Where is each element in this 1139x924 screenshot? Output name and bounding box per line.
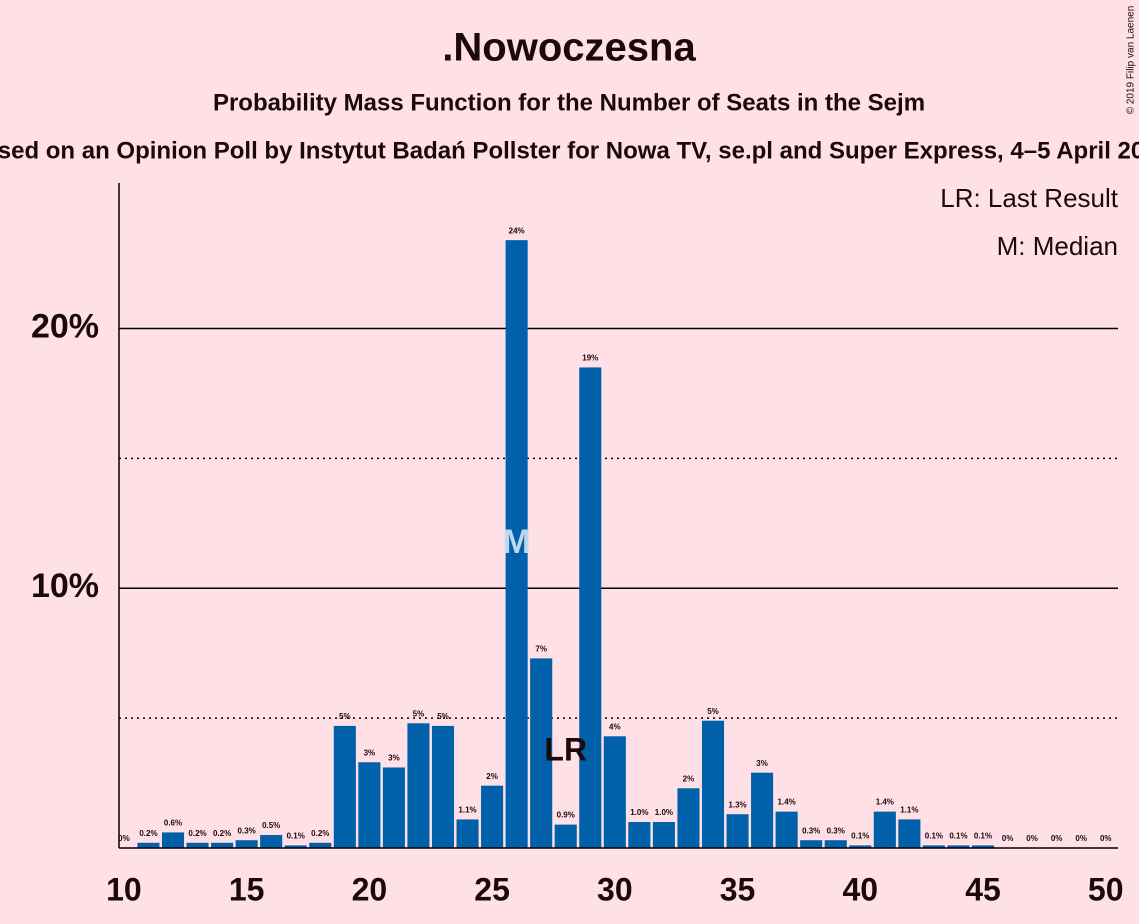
value-label: 0.1% [287,832,305,841]
bar [603,736,626,848]
chart-subtitle: Based on an Opinion Poll by Instytut Bad… [0,137,1139,164]
value-label: 0.2% [311,829,329,838]
bar [849,845,872,848]
value-label: 0.3% [827,826,845,835]
bar [530,658,553,848]
value-label: 0% [118,834,130,843]
value-label: 5% [339,712,351,721]
value-label: 2% [683,774,695,783]
bar [137,842,160,848]
bar [554,824,577,848]
value-label: 0.1% [974,832,992,841]
bar [235,840,258,848]
bar [358,762,381,848]
bar [947,845,970,848]
value-label: 0.3% [238,826,256,835]
value-label: 5% [437,712,449,721]
value-label: 0% [1075,834,1087,843]
bar [260,835,283,848]
value-label: 19% [582,354,598,363]
value-label: 3% [756,759,768,768]
bar [579,367,602,848]
bar [751,772,774,848]
bar [628,822,651,848]
x-tick-label: 10 [106,871,142,907]
value-label: 0.2% [139,829,157,838]
y-tick-label: 10% [31,567,99,605]
value-label: 5% [707,707,719,716]
value-label: 1.4% [778,798,796,807]
value-label: 0% [1002,834,1014,843]
value-label: 0.9% [557,811,575,820]
value-label: 0.1% [949,832,967,841]
value-label: 1.1% [900,806,918,815]
bar [775,811,798,848]
bar [309,842,332,848]
value-label: 0.1% [851,832,869,841]
value-label: 0.6% [164,819,182,828]
value-label: 1.1% [458,806,476,815]
bar [456,819,479,848]
copyright: © 2019 Filip van Laenen [1126,6,1137,115]
value-label: 4% [609,722,621,731]
x-tick-label: 15 [229,871,265,907]
x-tick-label: 25 [474,871,510,907]
value-label: 0% [1051,834,1063,843]
y-tick-label: 20% [31,307,99,345]
value-label: 0% [1100,834,1112,843]
legend-entry: LR: Last Result [940,183,1119,213]
x-tick-label: 35 [720,871,756,907]
x-tick-label: 30 [597,871,633,907]
bar [382,767,405,848]
value-label: 0.3% [802,826,820,835]
x-tick-label: 45 [965,871,1001,907]
bar [333,725,356,848]
x-tick-label: 40 [842,871,878,907]
bar [677,788,700,848]
legend-entry: M: Median [997,231,1118,261]
value-label: 2% [486,772,498,781]
value-label: 0.5% [262,821,280,830]
bar [505,240,528,848]
last-result-marker: LR [544,731,587,767]
bar [284,845,307,848]
value-label: 7% [535,644,547,653]
median-marker: M [502,523,530,561]
value-label: 1.0% [630,808,648,817]
bar [824,840,847,848]
value-label: 0.2% [188,829,206,838]
bar [971,845,995,848]
x-tick-label: 20 [352,871,388,907]
value-label: 0% [1026,834,1038,843]
bar [726,814,749,848]
bar [898,819,921,848]
x-tick-label: 50 [1088,871,1124,907]
value-label: 3% [388,754,400,763]
bar [407,723,430,848]
bar [873,811,896,848]
value-label: 1.3% [728,800,746,809]
value-label: 5% [413,709,425,718]
value-label: 1.0% [655,808,673,817]
bar [161,832,185,848]
bar [800,840,823,848]
bar [481,785,504,848]
bar [652,822,675,848]
bar [186,842,209,848]
bar [922,845,945,848]
value-label: 0.2% [213,829,231,838]
bar [211,842,234,848]
chart-title: .Nowoczesna [442,26,696,70]
bar [701,720,725,848]
value-label: 1.4% [876,798,894,807]
chart-subtitle: Probability Mass Function for the Number… [213,89,925,116]
bar [431,725,455,848]
value-label: 24% [509,226,525,235]
value-label: 3% [364,748,376,757]
value-label: 0.1% [925,832,943,841]
